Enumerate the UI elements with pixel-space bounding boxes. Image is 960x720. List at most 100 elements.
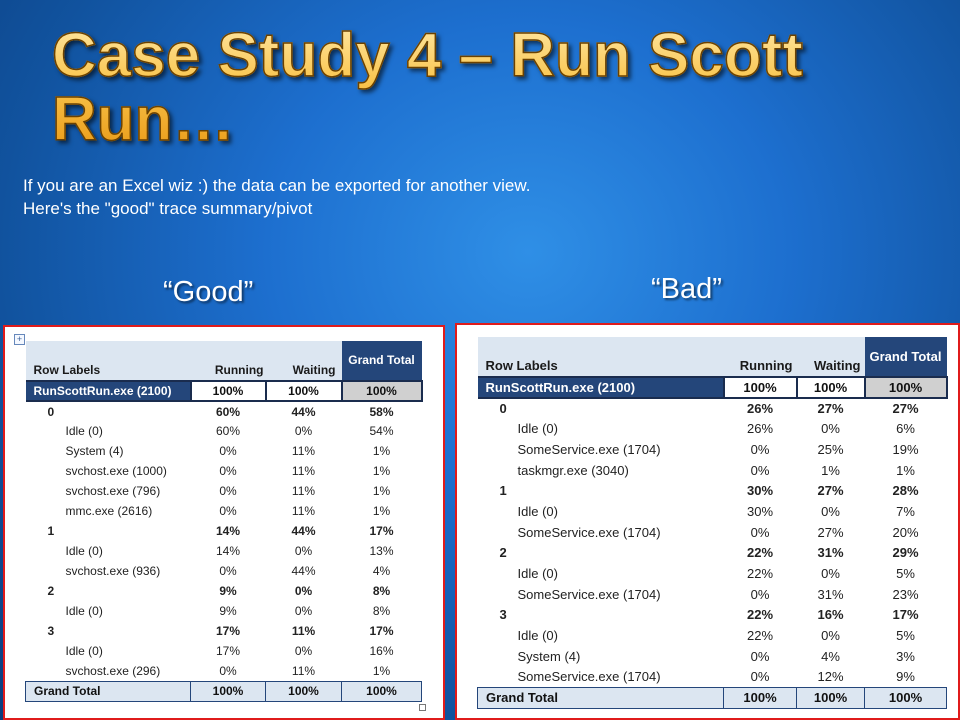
grand-total-cell: 5% [896,628,915,644]
grand-total-cell: 16% [369,644,394,658]
waiting-cell: 11% [291,504,316,518]
running-cell: 22% [746,566,774,582]
row-label[interactable]: 3 [47,624,55,638]
table-row: svchost.exe (296) 0% 11% 1% [26,661,422,681]
running-cell: 0% [750,524,770,540]
grand-total-cell: 100% [340,380,423,402]
pivot-header-row: Row Labels Running Waiting Grand Total [25,341,422,381]
grand-total-cell: 1% [372,464,391,478]
running-cell: 14% [215,524,241,538]
waiting-cell: 0% [294,644,313,658]
grand-total-header: Grand Total [341,341,422,381]
running-cell: 9% [219,604,237,618]
waiting-cell: 11% [291,624,316,638]
running-cell: 26% [746,401,774,417]
row-label: Idle (0) [65,644,103,658]
table-row: SomeService.exe (1704) 0% 27% 20% [478,522,947,543]
running-cell: 9% [219,584,237,598]
waiting-cell: 44% [291,404,316,419]
grand-total-cell: 23% [892,586,919,602]
running-cell: 60% [215,424,241,438]
resize-handle[interactable] [419,704,426,711]
running-cell: 0% [750,669,770,685]
waiting-cell: 0% [821,628,840,644]
row-label[interactable]: RunScottRun.exe (2100) [477,376,724,399]
running-cell: 60% [215,404,241,419]
row-labels-header[interactable]: Row Labels [25,341,191,381]
running-cell: 22% [746,545,774,561]
table-row: mmc.exe (2616) 0% 11% 1% [26,501,422,521]
row-label: System (4) [517,648,581,664]
grand-total-cell: 1% [372,663,391,678]
grand-total-cell: 27% [892,401,919,417]
waiting-cell: 1% [821,462,840,478]
row-label[interactable]: 0 [47,404,55,419]
grand-total-cell: 8% [372,604,391,618]
row-label[interactable]: 3 [499,607,507,623]
row-label: SomeService.exe (1704) [517,586,661,602]
grand-total-cell: 17% [369,624,394,638]
grand-total-row: Grand Total 100% 100% 100% [477,686,947,709]
waiting-cell: 44% [291,524,316,538]
row-label: Idle (0) [65,604,103,618]
waiting-cell: 27% [817,524,844,540]
pivot-field-icon[interactable]: + [14,334,25,345]
grand-total-cell: 1% [372,444,391,458]
table-row: Idle (0) 14% 0% 13% [26,541,422,561]
slide-title: Case Study 4 – Run Scott Run… [51,23,932,153]
grand-total-cell: 1% [372,504,391,518]
waiting-cell: 11% [291,663,316,678]
row-label[interactable]: 0 [499,401,507,417]
process-row: RunScottRun.exe (2100) 100% 100% 100% [477,376,948,399]
grand-total-cell: 13% [369,544,394,558]
running-cell: 0% [219,504,237,518]
grand-total-cell: 4% [372,564,391,578]
table-row: SomeService.exe (1704) 0% 12% 9% [478,667,947,688]
waiting-cell: 12% [817,669,844,685]
waiting-cell: 0% [821,566,840,582]
grand-total-cell: 28% [892,483,919,499]
waiting-cell: 0% [821,421,840,437]
grand-total-cell: 6% [896,421,915,437]
row-label[interactable]: 1 [499,483,507,499]
row-label: SomeService.exe (1704) [517,524,661,540]
row-labels-header[interactable]: Row Labels [477,337,724,377]
waiting-cell: 100% [795,376,865,399]
waiting-cell: 31% [817,545,844,561]
grand-total-cell: 17% [892,607,919,623]
grand-total-cell: 9% [896,669,915,685]
table-row: SomeService.exe (1704) 0% 31% 23% [478,584,947,605]
table-row: Idle (0) 22% 0% 5% [478,563,947,584]
group-row: 3 22% 16% 17% [478,605,947,626]
table-row: System (4) 0% 11% 1% [26,441,422,461]
row-label[interactable]: 2 [499,545,507,561]
bad-pivot-panel: Row Labels Running Waiting Grand Total R… [455,323,960,720]
waiting-cell: 0% [821,503,840,519]
row-label: taskmgr.exe (3040) [517,462,629,478]
group-row: 0 26% 27% 27% [478,398,947,419]
waiting-cell: 11% [291,484,316,498]
grand-total-cell: 8% [372,584,391,598]
running-cell: 0% [219,444,237,458]
row-label[interactable]: 2 [47,584,55,598]
row-label: Idle (0) [517,566,558,582]
waiting-cell: 11% [291,464,316,478]
table-row: Idle (0) 26% 0% 6% [478,418,947,439]
row-label[interactable]: RunScottRun.exe (2100) [25,380,191,402]
row-label: SomeService.exe (1704) [517,669,661,685]
table-row: System (4) 0% 4% 3% [478,646,947,667]
running-cell: 0% [219,464,237,478]
good-pivot-table: Row Labels Running Waiting Grand Total R… [25,341,423,702]
table-row: Idle (0) 9% 0% 8% [26,601,422,621]
waiting-cell: 27% [817,483,844,499]
row-label[interactable]: 1 [47,524,55,538]
good-label: “Good” [163,276,254,308]
grand-total-header: Grand Total [864,337,947,377]
waiting-cell: 0% [294,544,313,558]
running-cell: 0% [219,484,237,498]
running-cell: 30% [746,483,774,499]
group-row: 2 22% 31% 29% [478,543,947,564]
running-cell: 0% [750,441,770,457]
grand-total-cell: 100% [864,686,947,709]
table-row: Idle (0) 60% 0% 54% [26,421,422,441]
